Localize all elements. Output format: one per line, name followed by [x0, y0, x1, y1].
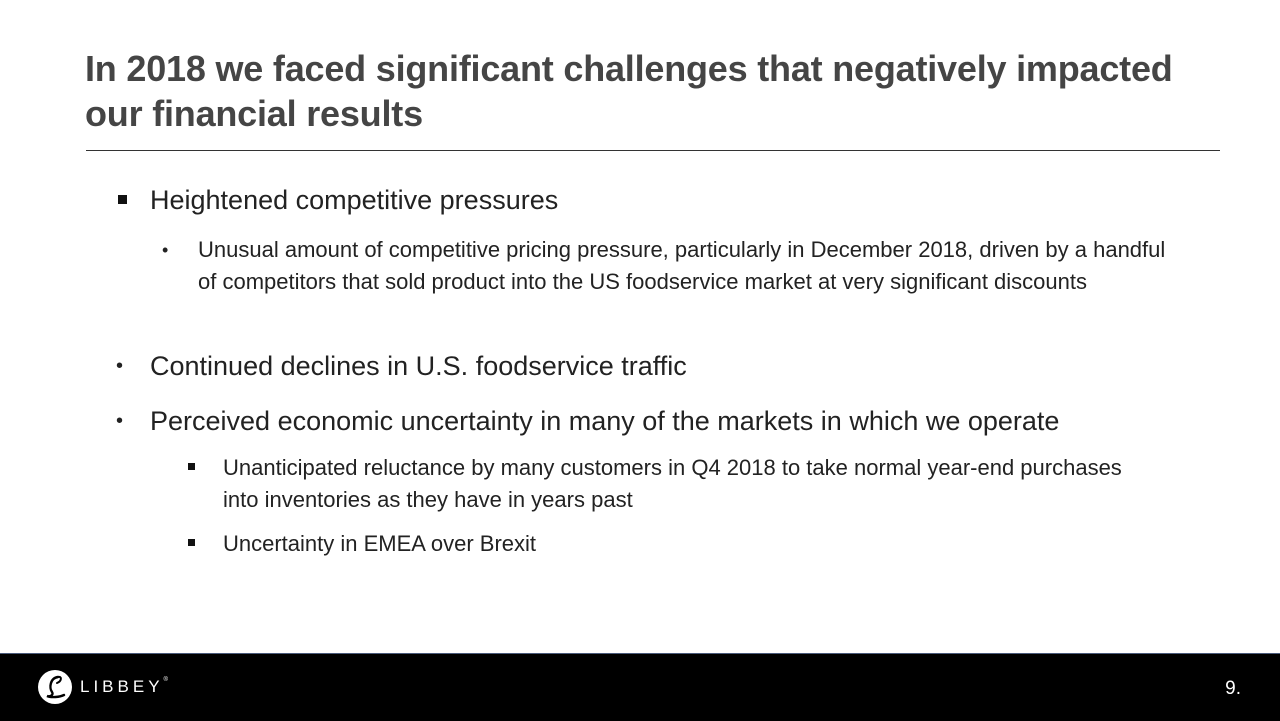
footer-bar: LIBBEY® 9. [0, 653, 1280, 721]
bullet-item: Heightened competitive pressures [116, 183, 1216, 217]
libbey-logo-mark-icon [38, 670, 72, 704]
slide-title: In 2018 we faced significant challenges … [85, 48, 1173, 134]
logo-wordmark: LIBBEY® [80, 677, 168, 696]
bullet-text: Continued declines in U.S. foodservice t… [150, 351, 687, 381]
page-number: 9. [1225, 678, 1241, 699]
libbey-logo: LIBBEY® [38, 670, 168, 704]
round-bullet-icon: • [162, 240, 169, 260]
bullet-text: Heightened competitive pressures [150, 185, 559, 215]
bullet-item: • Continued declines in U.S. foodservice… [116, 349, 1216, 383]
sub-bullet-item: • Unusual amount of competitive pricing … [162, 234, 1192, 330]
round-bullet-icon: • [116, 410, 124, 432]
round-bullet-icon: • [116, 355, 124, 377]
sub-bullet-text: Unusual amount of competitive pricing pr… [198, 237, 1166, 294]
sub-bullet-text: Uncertainty in EMEA over Brexit [223, 531, 537, 556]
sub-bullet-item: Uncertainty in EMEA over Brexit [187, 528, 1147, 560]
bullet-item: • Perceived economic uncertainty in many… [116, 404, 1216, 438]
sub-bullet-item: Unanticipated reluctance by many custome… [187, 452, 1147, 516]
title-divider [86, 150, 1220, 151]
sub-bullet-text: Unanticipated reluctance by many custome… [223, 455, 1122, 512]
bullet-text: Perceived economic uncertainty in many o… [150, 406, 1060, 436]
